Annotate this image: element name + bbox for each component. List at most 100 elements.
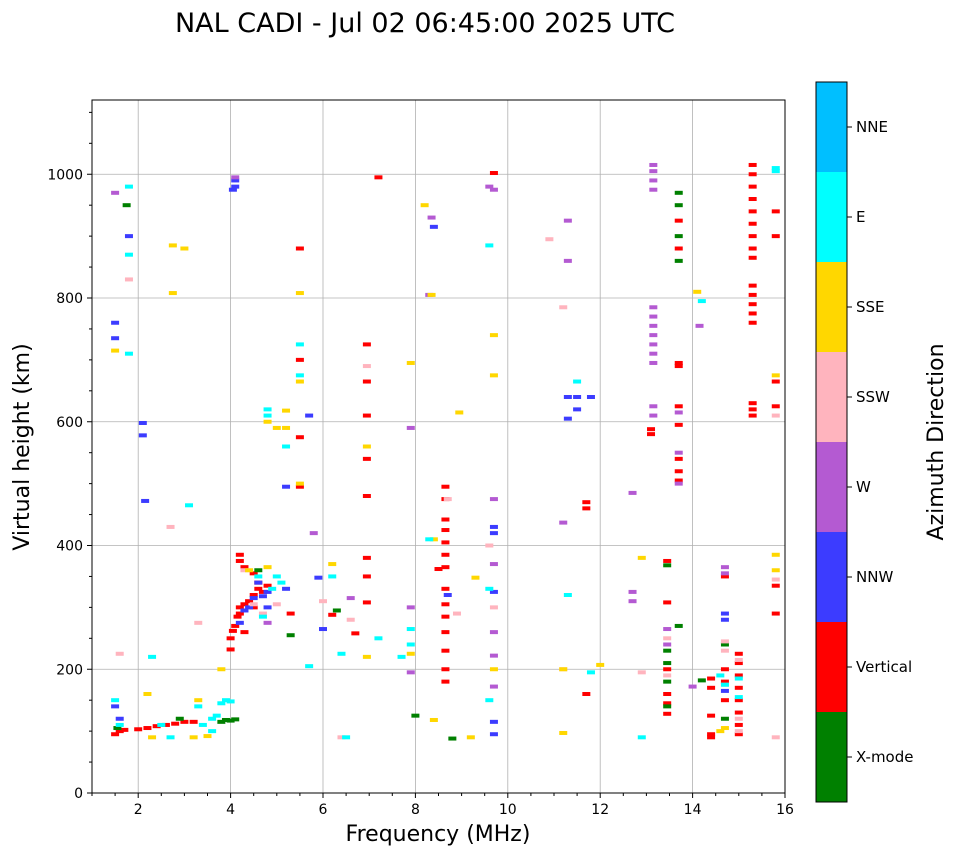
colorbar-label: SSW <box>856 388 890 406</box>
echo-point-w <box>674 481 683 486</box>
echo-point-sse <box>263 565 272 570</box>
echo-point-vertical <box>771 583 780 588</box>
echo-point-vertical <box>748 401 757 406</box>
echo-point-w <box>695 323 704 328</box>
colorbar-title: Azimuth Direction <box>924 343 949 540</box>
echo-point-e <box>166 735 175 740</box>
echo-point-x-mode <box>226 718 235 723</box>
echo-point-vertical <box>647 432 656 437</box>
echo-point-nnw <box>111 320 120 325</box>
plot-area <box>92 100 785 793</box>
echo-point-sse <box>716 729 725 734</box>
echo-point-nnw <box>124 234 133 239</box>
echo-point-sse <box>596 662 605 667</box>
echo-point-w <box>649 351 658 356</box>
echo-point-e <box>217 701 226 706</box>
echo-point-x-mode <box>254 568 263 573</box>
echo-point-e <box>305 664 314 669</box>
echo-point-w <box>649 413 658 418</box>
echo-point-w <box>649 187 658 192</box>
echo-point-w <box>489 684 498 689</box>
echo-point-e <box>397 654 406 659</box>
echo-point-nnw <box>563 416 572 421</box>
echo-point-vertical <box>748 255 757 260</box>
echo-point-e <box>111 698 120 703</box>
echo-point-vertical <box>647 427 656 432</box>
echo-point-e <box>194 704 203 709</box>
echo-point-vertical <box>734 710 743 715</box>
echo-point-w <box>674 450 683 455</box>
echo-point-e <box>295 373 304 378</box>
echo-point-w <box>427 215 436 220</box>
echo-point-sse <box>455 410 464 415</box>
echo-point-e <box>268 586 277 591</box>
echo-point-vertical <box>674 360 683 365</box>
echo-point-vertical <box>441 565 450 570</box>
echo-point-sse <box>295 291 304 296</box>
echo-point-vertical <box>734 698 743 703</box>
echo-point-ssw <box>771 413 780 418</box>
echo-point-e <box>185 503 194 508</box>
echo-point-sse <box>720 726 729 731</box>
echo-point-vertical <box>663 558 672 563</box>
echo-point-e <box>272 574 281 579</box>
echo-point-e <box>734 676 743 681</box>
echo-point-sse <box>429 537 438 542</box>
echo-point-vertical <box>748 172 757 177</box>
echo-point-vertical <box>734 673 743 678</box>
echo-point-vertical <box>351 631 360 636</box>
echo-point-ssw <box>272 602 281 607</box>
echo-point-e <box>485 698 494 703</box>
echo-point-vertical <box>328 612 337 617</box>
echo-point-e <box>254 574 263 579</box>
echo-point-vertical <box>489 171 498 176</box>
echo-point-sse <box>272 425 281 430</box>
echo-point-ssw <box>637 670 646 675</box>
echo-point-ssw <box>124 277 133 282</box>
echo-point-vertical <box>362 555 371 560</box>
echo-point-e <box>637 735 646 740</box>
echo-point-vertical <box>295 484 304 489</box>
echo-point-vertical <box>441 586 450 591</box>
echo-point-e <box>226 699 235 704</box>
echo-point-e <box>425 537 434 542</box>
echo-point-sse <box>168 291 177 296</box>
echo-point-e <box>148 654 157 659</box>
echo-point-vertical <box>362 600 371 605</box>
echo-point-vertical <box>441 517 450 522</box>
echo-point-vertical <box>748 320 757 325</box>
echo-point-vertical <box>582 506 591 511</box>
echo-point-w <box>720 571 729 576</box>
echo-point-nnw <box>282 484 291 489</box>
colorbar-segment-x-mode <box>816 712 847 802</box>
echo-point-w <box>231 175 240 180</box>
axes: 2 4 6 8 10 12 14 16 0 200 400 600 800 1000 <box>47 99 794 818</box>
echo-point-vertical <box>748 311 757 316</box>
echo-point-vertical <box>240 630 249 635</box>
echo-point-sse <box>771 552 780 557</box>
echo-point-nnw <box>305 413 314 418</box>
echo-point-vertical <box>362 494 371 498</box>
echo-point-e <box>771 169 780 174</box>
colorbar-segment-e <box>816 172 847 262</box>
echo-point-vertical <box>295 435 304 440</box>
echo-point-e <box>157 722 166 727</box>
echo-point-vertical <box>771 611 780 616</box>
echo-point-vertical <box>286 611 295 616</box>
echo-point-x-mode <box>448 736 457 741</box>
echo-point-ssw <box>337 735 346 740</box>
y-tick-label: 600 <box>56 415 83 431</box>
echo-point-e <box>277 580 286 585</box>
echo-point-x-mode <box>231 717 240 722</box>
echo-point-vertical <box>226 636 235 641</box>
echo-point-e <box>282 444 291 449</box>
echo-point-nnw <box>489 531 498 536</box>
echo-point-w <box>563 218 572 223</box>
echo-point-sse <box>111 348 120 353</box>
echo-point-vertical <box>362 342 371 347</box>
echo-point-vertical <box>235 552 244 557</box>
echo-point-vertical <box>111 732 120 737</box>
echo-point-sse <box>637 555 646 560</box>
echo-point-w <box>346 596 355 601</box>
echo-point-vertical <box>441 679 450 684</box>
